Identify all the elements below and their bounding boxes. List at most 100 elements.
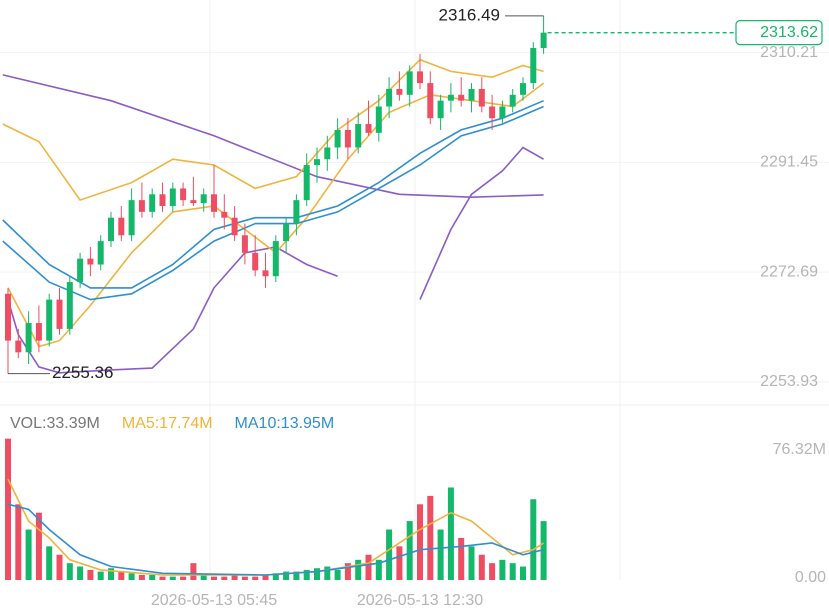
volume-bar [138,574,145,580]
candle-body [272,241,279,277]
candle-body [128,200,135,236]
volume-bar [87,569,94,580]
y-tick-label: 2253.93 [760,373,818,390]
volume-bar [118,571,125,580]
volume-bar [108,568,114,580]
volume-bar [355,559,362,580]
volume-bar [200,574,207,580]
candle-body [427,83,434,119]
candle-body [386,88,393,107]
candle-body [293,200,300,224]
volume-bar [458,537,465,580]
volume-bar [149,574,156,580]
volume-ma-line [7,478,545,576]
candle-body [5,293,11,341]
candle-body [262,270,269,277]
candle-body [499,106,506,119]
volume-bar [128,573,135,580]
volume-bar [262,574,269,580]
volume-bar [386,529,393,580]
volume-bar [169,576,176,580]
candle-body [530,47,537,84]
volume-bar [427,495,434,580]
volume-bar [509,563,516,580]
overlay-line [7,82,545,348]
last-price-box [735,20,823,46]
volume-bar [15,504,22,580]
volume-bar [97,571,104,580]
volume-bar [324,566,331,580]
volume-bar [5,438,11,580]
candle-body [108,217,114,242]
y-tick-label: 2272.69 [760,263,818,280]
vol-tick-label: 76.32M [773,441,826,458]
candle-body [540,32,547,48]
candle-body [355,124,362,148]
candle-body [314,159,320,166]
candle-body [437,100,444,119]
overlay-line [419,146,544,300]
overlay-line [2,58,544,202]
candle-body [118,217,125,236]
candle-body [159,194,166,206]
candle-body [324,147,331,160]
x-tick-label: 2026-05-13 12:30 [357,592,483,609]
candle-body [478,88,485,107]
candle-body [149,194,156,212]
candle-body [344,129,351,148]
volume-bar [35,512,42,580]
volume-bar [190,563,197,580]
candle-body [334,129,341,148]
volume-bar [303,569,310,580]
candle-body [87,258,94,265]
candle-body [231,217,238,236]
candle-body [375,106,382,133]
volume-bar [520,566,526,580]
volume-bar [499,559,506,580]
candle-body [169,188,176,206]
candle-body [417,71,423,84]
volume-bar [56,554,63,580]
last-price-label: 2313.62 [760,24,818,41]
volume-bar [334,569,341,580]
volume-bar [252,576,259,580]
candle-body [56,299,63,329]
volume-bar [241,576,248,580]
grid [0,0,829,580]
candle-body [15,340,22,353]
volume-bar [406,521,413,580]
candle-body [365,124,372,133]
candle-body [200,194,207,204]
vol-tick-label: 0.00 [795,569,826,586]
volume-bar [314,568,320,580]
volume-bar [344,563,351,580]
volume-bar [159,576,166,580]
candle-body [241,235,248,253]
candle-body [66,282,73,329]
volume-bar [272,573,279,580]
candle-body [77,258,84,283]
candle-body [468,88,475,101]
candle-body [221,211,228,218]
volume-bar [46,546,53,580]
volume-bar [221,576,228,580]
high-label: 2316.49 [439,5,500,24]
volume-bar [211,576,217,580]
volume-bar [293,571,300,580]
volume-bar [180,576,187,580]
candle-body [489,106,496,119]
volume-ma-line [7,503,544,576]
volume-bar [417,504,423,580]
candle-body [211,194,217,212]
volume-bar [530,499,537,580]
candle-body [180,188,187,201]
volume-bar [283,571,290,580]
candle-body [97,241,104,265]
candle-body [458,94,465,101]
volume-bar [375,559,382,580]
overlay-line [7,246,338,374]
y-tick-label: 2291.45 [760,154,818,171]
candle-body [190,200,197,204]
low-label: 2255.36 [52,363,113,382]
